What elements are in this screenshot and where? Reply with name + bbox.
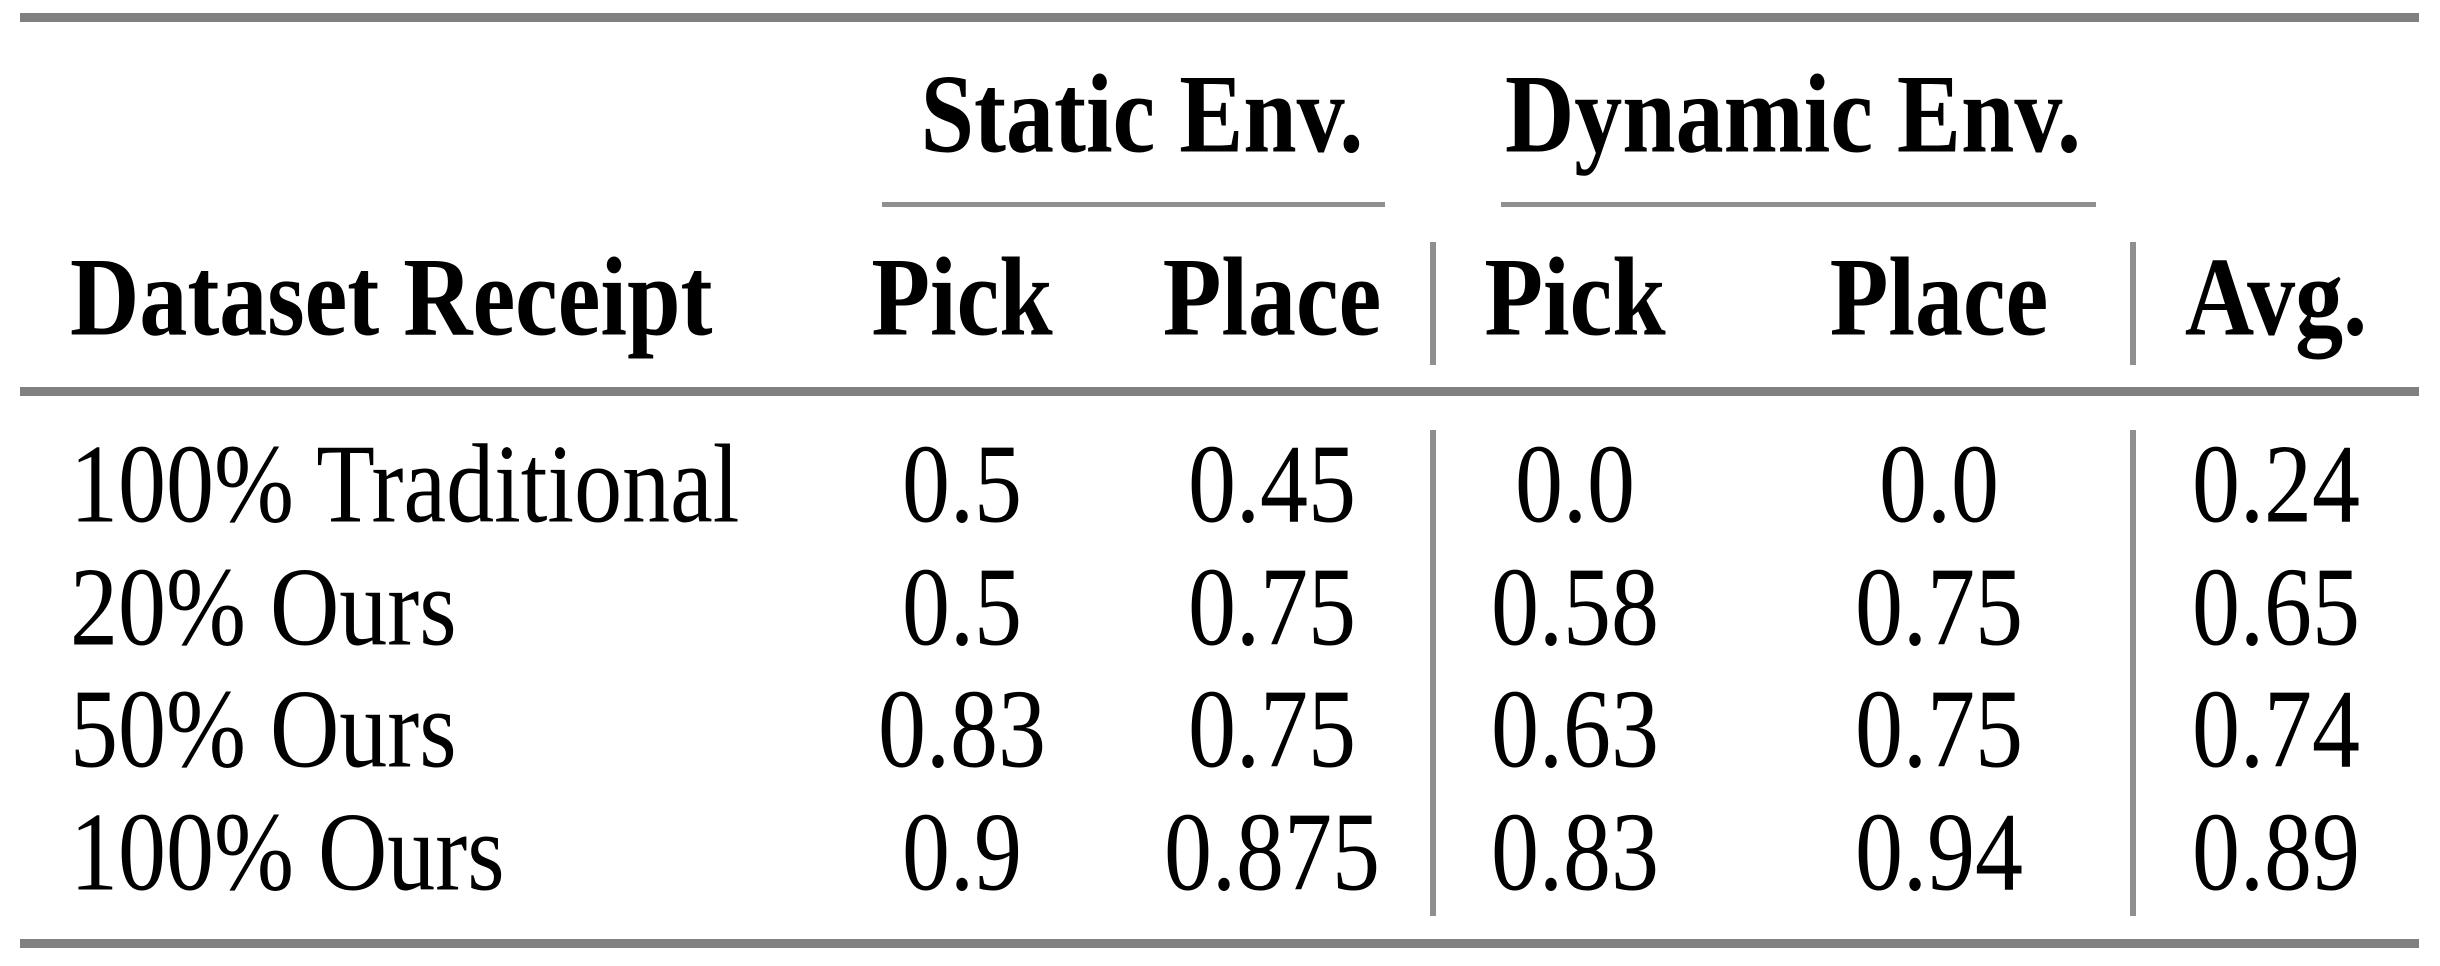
header-divider-rule [20,387,2419,396]
cell-dynamic-place: 0.0 [1879,420,1999,547]
row-label: 50% Ours [70,665,457,792]
top-rule [20,13,2419,22]
row-label: 100% Ours [70,788,505,915]
cell-static-place: 0.75 [1188,543,1356,670]
row-label: 20% Ours [70,543,457,670]
cell-static-pick: 0.9 [902,788,1022,915]
group-header-dynamic: Dynamic Env. [1504,50,2082,177]
cell-static-pick: 0.5 [902,543,1022,670]
cell-avg: 0.65 [2192,543,2360,670]
cell-dynamic-place: 0.75 [1855,665,2023,792]
cell-dynamic-pick: 0.58 [1491,543,1659,670]
cell-static-pick: 0.5 [902,420,1022,547]
cell-static-pick: 0.83 [878,665,1046,792]
cell-dynamic-place: 0.75 [1855,543,2023,670]
group-header-static: Static Env. [920,50,1364,177]
vline-static-dynamic-body [1430,430,1436,916]
dynamic-env-underline [1501,202,2096,207]
vline-avg-body [2130,430,2136,916]
row-label: 100% Traditional [70,420,740,547]
col-header-avg: Avg. [2184,233,2368,360]
cell-static-place: 0.875 [1164,788,1380,915]
cell-avg: 0.89 [2192,788,2360,915]
cell-avg: 0.24 [2192,420,2360,547]
cell-dynamic-place: 0.94 [1855,788,2023,915]
col-header-dynamic-place: Place [1829,233,2049,360]
cell-dynamic-pick: 0.83 [1491,788,1659,915]
cell-dynamic-pick: 0.0 [1515,420,1635,547]
bottom-rule [20,939,2419,948]
col-header-dynamic-pick: Pick [1484,233,1666,360]
vline-avg-header [2130,242,2136,365]
cell-avg: 0.74 [2192,665,2360,792]
vline-static-dynamic-header [1430,242,1436,365]
cell-static-place: 0.45 [1188,420,1356,547]
static-env-underline [882,202,1385,207]
col-header-static-pick: Pick [871,233,1053,360]
col-header-static-place: Place [1162,233,1382,360]
cell-dynamic-pick: 0.63 [1491,665,1659,792]
col-header-dataset-receipt: Dataset Receipt [70,233,713,360]
cell-static-place: 0.75 [1188,665,1356,792]
